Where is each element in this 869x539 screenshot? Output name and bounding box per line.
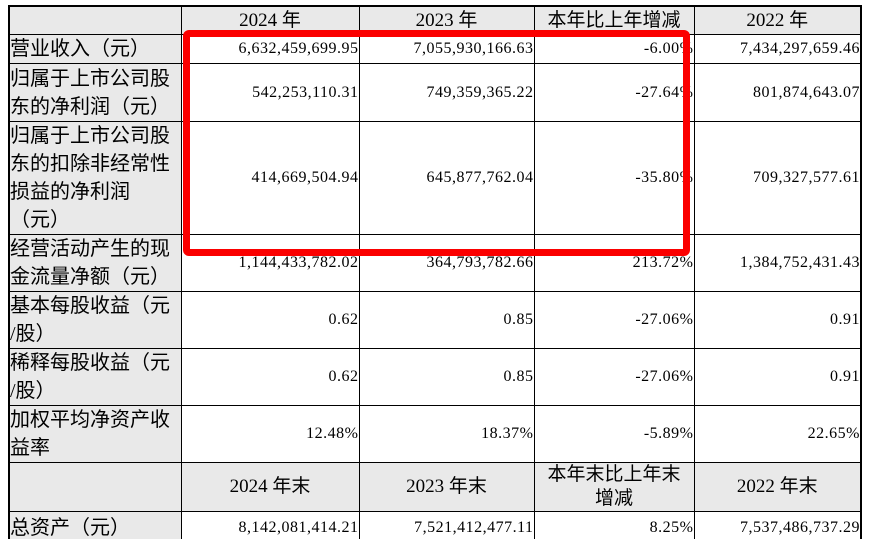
row-label: 基本每股收益（元 /股） [8, 291, 182, 349]
cell-2022: 0.91 [693, 348, 862, 406]
table-row-diluted-eps: 稀释每股收益（元 /股） 0.62 0.85 -27.06% 0.91 [8, 348, 862, 406]
row-label: 归属于上市公司股 东的扣除非经常性 损益的净利润 （元） [8, 121, 182, 235]
col-header-2023-eoy: 2023 年末 [358, 462, 535, 512]
row-label: 加权平均净资产收 益率 [8, 405, 182, 463]
cell-2022: 7,434,297,659.46 [693, 34, 862, 64]
table-row-revenue: 营业收入（元） 6,632,459,699.95 7,055,930,166.6… [8, 34, 862, 64]
cell-2023: 0.85 [358, 291, 535, 349]
col-header-2024: 2024 年 [180, 5, 360, 35]
cell-2022: 0.91 [693, 291, 862, 349]
cell-2024: 0.62 [180, 348, 360, 406]
cell-2024: 414,669,504.94 [180, 121, 360, 235]
table-row-basic-eps: 基本每股收益（元 /股） 0.62 0.85 -27.06% 0.91 [8, 291, 862, 349]
table-row-net-profit: 归属于上市公司股 东的净利润（元） 542,253,110.31 749,359… [8, 63, 862, 122]
cell-yoy: 8.25% [533, 511, 695, 539]
cell-2023: 7,521,412,477.11 [358, 511, 535, 539]
key-financials-table: 2024 年 2023 年 本年比上年增减 2022 年 营业收入（元） 6,6… [8, 5, 862, 539]
cell-yoy: 213.72% [533, 234, 695, 292]
cell-2023: 749,359,365.22 [358, 63, 535, 122]
cell-2022: 709,327,577.61 [693, 121, 862, 235]
cell-2024: 0.62 [180, 291, 360, 349]
cell-yoy: -5.89% [533, 405, 695, 463]
cell-yoy: -27.64% [533, 63, 695, 122]
cell-2023: 7,055,930,166.63 [358, 34, 535, 64]
annual-header-row: 2024 年 2023 年 本年比上年增减 2022 年 [8, 5, 862, 35]
cell-2022: 7,537,486,737.29 [693, 511, 862, 539]
row-label: 总资产（元） [8, 511, 182, 539]
cell-2024: 8,142,081,414.21 [180, 511, 360, 539]
cell-2023: 0.85 [358, 348, 535, 406]
eoy-header-row: 2024 年末 2023 年末 本年末比上年末 增减 2022 年末 [8, 462, 862, 512]
col-header-eoy-change: 本年末比上年末 增减 [533, 462, 695, 512]
row-label: 稀释每股收益（元 /股） [8, 348, 182, 406]
cell-2024: 1,144,433,782.02 [180, 234, 360, 292]
table-row-total-assets: 总资产（元） 8,142,081,414.21 7,521,412,477.11… [8, 511, 862, 539]
col-header-2023: 2023 年 [358, 5, 535, 35]
corner-cell [8, 5, 182, 35]
cell-yoy: -35.80% [533, 121, 695, 235]
cell-2023: 18.37% [358, 405, 535, 463]
cell-2024: 12.48% [180, 405, 360, 463]
cell-2022: 801,874,643.07 [693, 63, 862, 122]
cell-2022: 1,384,752,431.43 [693, 234, 862, 292]
corner-cell [8, 462, 182, 512]
table-row-weighted-avg-roe: 加权平均净资产收 益率 12.48% 18.37% -5.89% 22.65% [8, 405, 862, 463]
col-header-2024-eoy: 2024 年末 [180, 462, 360, 512]
cell-2023: 364,793,782.66 [358, 234, 535, 292]
col-header-yoy-change: 本年比上年增减 [533, 5, 695, 35]
cell-2022: 22.65% [693, 405, 862, 463]
row-label: 经营活动产生的现 金流量净额（元） [8, 234, 182, 292]
table-row-net-profit-excl-nonrecurring: 归属于上市公司股 东的扣除非经常性 损益的净利润 （元） 414,669,504… [8, 121, 862, 235]
cell-yoy: -6.00% [533, 34, 695, 64]
cell-2023: 645,877,762.04 [358, 121, 535, 235]
cell-yoy: -27.06% [533, 348, 695, 406]
cell-yoy: -27.06% [533, 291, 695, 349]
col-header-2022-eoy: 2022 年末 [693, 462, 862, 512]
cell-2024: 6,632,459,699.95 [180, 34, 360, 64]
row-label: 归属于上市公司股 东的净利润（元） [8, 63, 182, 122]
col-header-2022: 2022 年 [693, 5, 862, 35]
row-label: 营业收入（元） [8, 34, 182, 64]
table-row-operating-cash-flow: 经营活动产生的现 金流量净额（元） 1,144,433,782.02 364,7… [8, 234, 862, 292]
cell-2024: 542,253,110.31 [180, 63, 360, 122]
